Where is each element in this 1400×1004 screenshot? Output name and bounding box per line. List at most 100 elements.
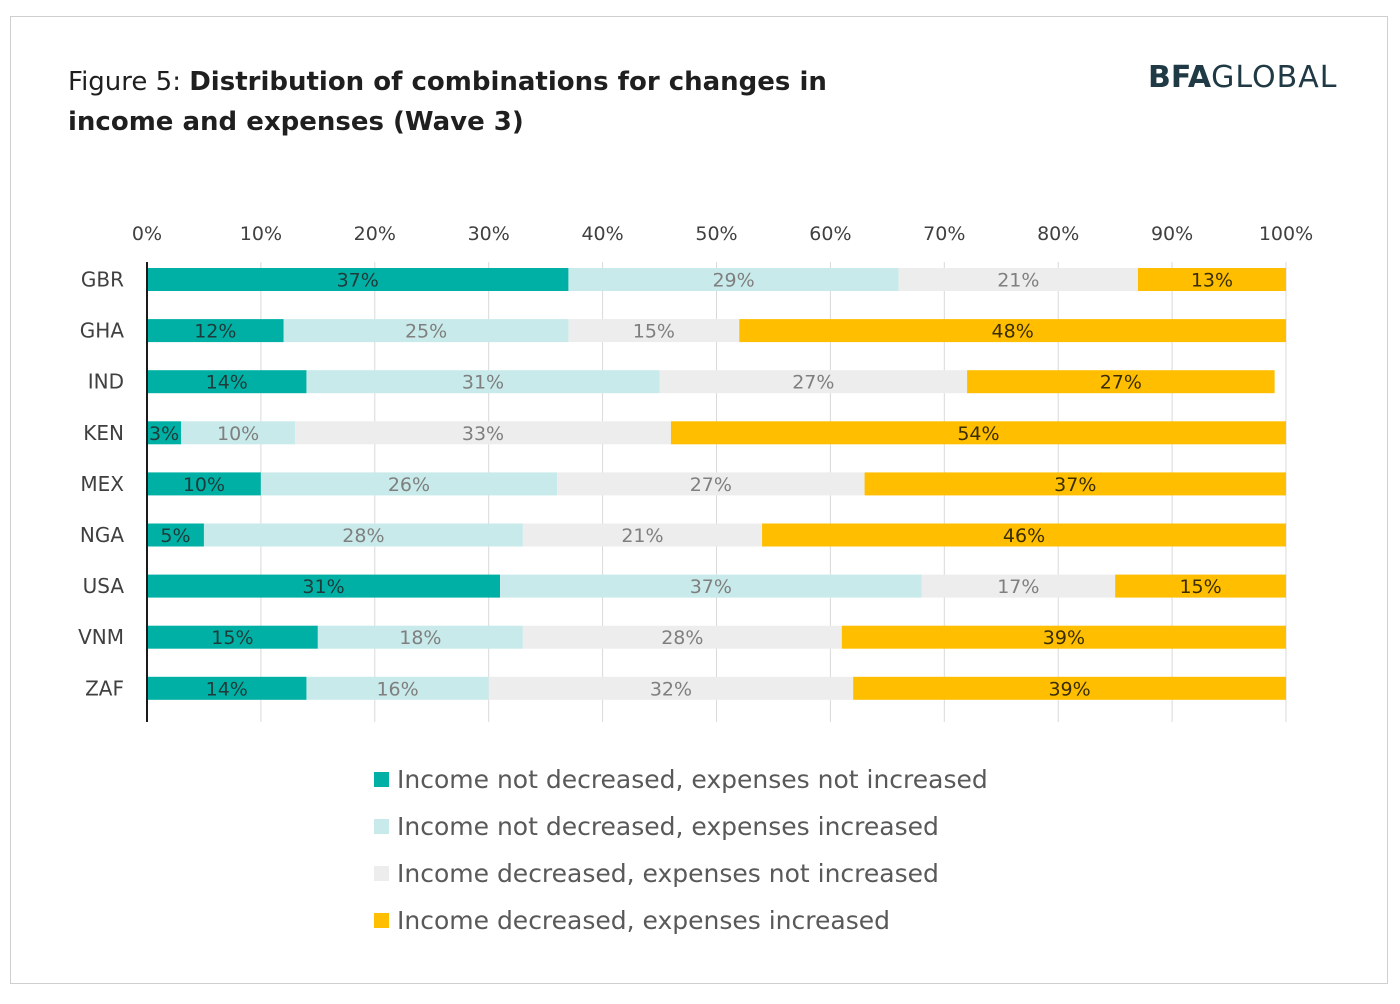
data-label: 17% [997, 576, 1039, 598]
bar-segment [659, 370, 968, 394]
data-label: 54% [957, 423, 999, 445]
chart-legend: Income not decreased, expenses not incre… [374, 756, 988, 944]
bar-segment [522, 523, 763, 547]
data-label: 33% [462, 423, 504, 445]
bar-segment [147, 370, 307, 394]
bar-segment [181, 421, 296, 445]
data-label: 27% [1100, 372, 1142, 394]
bar-segment [488, 676, 854, 700]
data-label: 16% [376, 678, 418, 700]
bar-segment [147, 421, 182, 445]
category-label: KEN [83, 421, 124, 445]
bfa-global-logo: BFAGLOBAL [1148, 60, 1337, 95]
data-label: 27% [690, 474, 732, 496]
data-label: 15% [1179, 576, 1221, 598]
bar-segment [568, 268, 899, 291]
data-label: 21% [621, 525, 663, 547]
data-label: 14% [206, 372, 248, 394]
data-label: 37% [1054, 474, 1096, 496]
data-label: 28% [342, 525, 384, 547]
bar-segment [147, 523, 204, 547]
data-label: 5% [160, 525, 190, 547]
data-label: 31% [462, 372, 504, 394]
data-label: 10% [183, 474, 225, 496]
data-label: 21% [997, 270, 1039, 292]
x-tick-label: 40% [581, 223, 623, 245]
data-label: 37% [337, 270, 379, 292]
category-label: NGA [80, 523, 124, 547]
x-tick-label: 100% [1259, 223, 1313, 245]
legend-swatch [374, 772, 389, 787]
bar-segment [568, 319, 740, 343]
logo-part-global: GLOBAL [1211, 60, 1338, 95]
bar-segment [147, 319, 284, 343]
legend-label: Income not decreased, expenses not incre… [397, 765, 988, 794]
data-label: 29% [712, 270, 754, 292]
legend-swatch [374, 866, 389, 881]
bar-segment [762, 523, 1286, 547]
bar-segment [522, 625, 842, 649]
bar-segment [557, 472, 865, 496]
bar-segment [864, 472, 1286, 496]
category-label: IND [88, 370, 124, 394]
logo-part-bfa: BFA [1148, 60, 1212, 95]
x-tick-label: 80% [1037, 223, 1079, 245]
bar-segment [317, 625, 523, 649]
x-tick-label: 70% [923, 223, 965, 245]
data-label: 48% [992, 321, 1034, 343]
figure-title-text: Distribution of combinations for changes… [68, 67, 827, 137]
data-label: 3% [149, 423, 179, 445]
legend-label: Income decreased, expenses not increased [397, 859, 939, 888]
bar-segment [670, 421, 1286, 445]
data-label: 12% [194, 321, 236, 343]
bar-segment [147, 625, 318, 649]
data-label: 31% [302, 576, 344, 598]
bar-segment [853, 676, 1286, 700]
data-label: 15% [633, 321, 675, 343]
x-tick-label: 50% [695, 223, 737, 245]
legend-item: Income not decreased, expenses not incre… [374, 756, 988, 803]
bar-segment [260, 472, 558, 496]
data-label: 14% [206, 678, 248, 700]
x-tick-label: 90% [1151, 223, 1193, 245]
category-label: MEX [80, 472, 124, 496]
figure-title-prefix: Figure 5: [68, 67, 190, 97]
x-tick-label: 60% [809, 223, 851, 245]
x-tick-label: 20% [354, 223, 396, 245]
bar-segment [283, 319, 569, 343]
bar-segment [1137, 268, 1286, 291]
legend-item: Income decreased, expenses increased [374, 897, 988, 944]
bar-segment [203, 523, 523, 547]
data-label: 37% [690, 576, 732, 598]
data-label: 25% [405, 321, 447, 343]
x-tick-label: 0% [132, 223, 162, 245]
bar-segment [295, 421, 671, 445]
figure-title: Figure 5: Distribution of combinations f… [68, 62, 928, 142]
category-label: USA [83, 574, 125, 598]
bar-segment [306, 676, 489, 700]
legend-swatch [374, 913, 389, 928]
bar-segment [921, 574, 1116, 598]
bar-segment [147, 472, 261, 496]
x-tick-label: 30% [468, 223, 510, 245]
category-label: ZAF [85, 676, 124, 700]
category-label: GBR [81, 268, 124, 292]
bar-segment [739, 319, 1286, 343]
legend-label: Income decreased, expenses increased [397, 906, 890, 935]
figure-frame [10, 16, 1388, 984]
data-label: 27% [792, 372, 834, 394]
data-label: 46% [1003, 525, 1045, 547]
bar-segment [147, 676, 307, 700]
data-label: 28% [661, 627, 703, 649]
data-label: 13% [1191, 270, 1233, 292]
category-label: GHA [80, 319, 125, 343]
bar-segment [500, 574, 922, 598]
category-label: VNM [78, 625, 124, 649]
data-label: 15% [211, 627, 253, 649]
legend-label: Income not decreased, expenses increased [397, 812, 939, 841]
bar-segment [841, 625, 1286, 649]
x-tick-label: 10% [240, 223, 282, 245]
legend-item: Income decreased, expenses not increased [374, 850, 988, 897]
data-label: 32% [650, 678, 692, 700]
